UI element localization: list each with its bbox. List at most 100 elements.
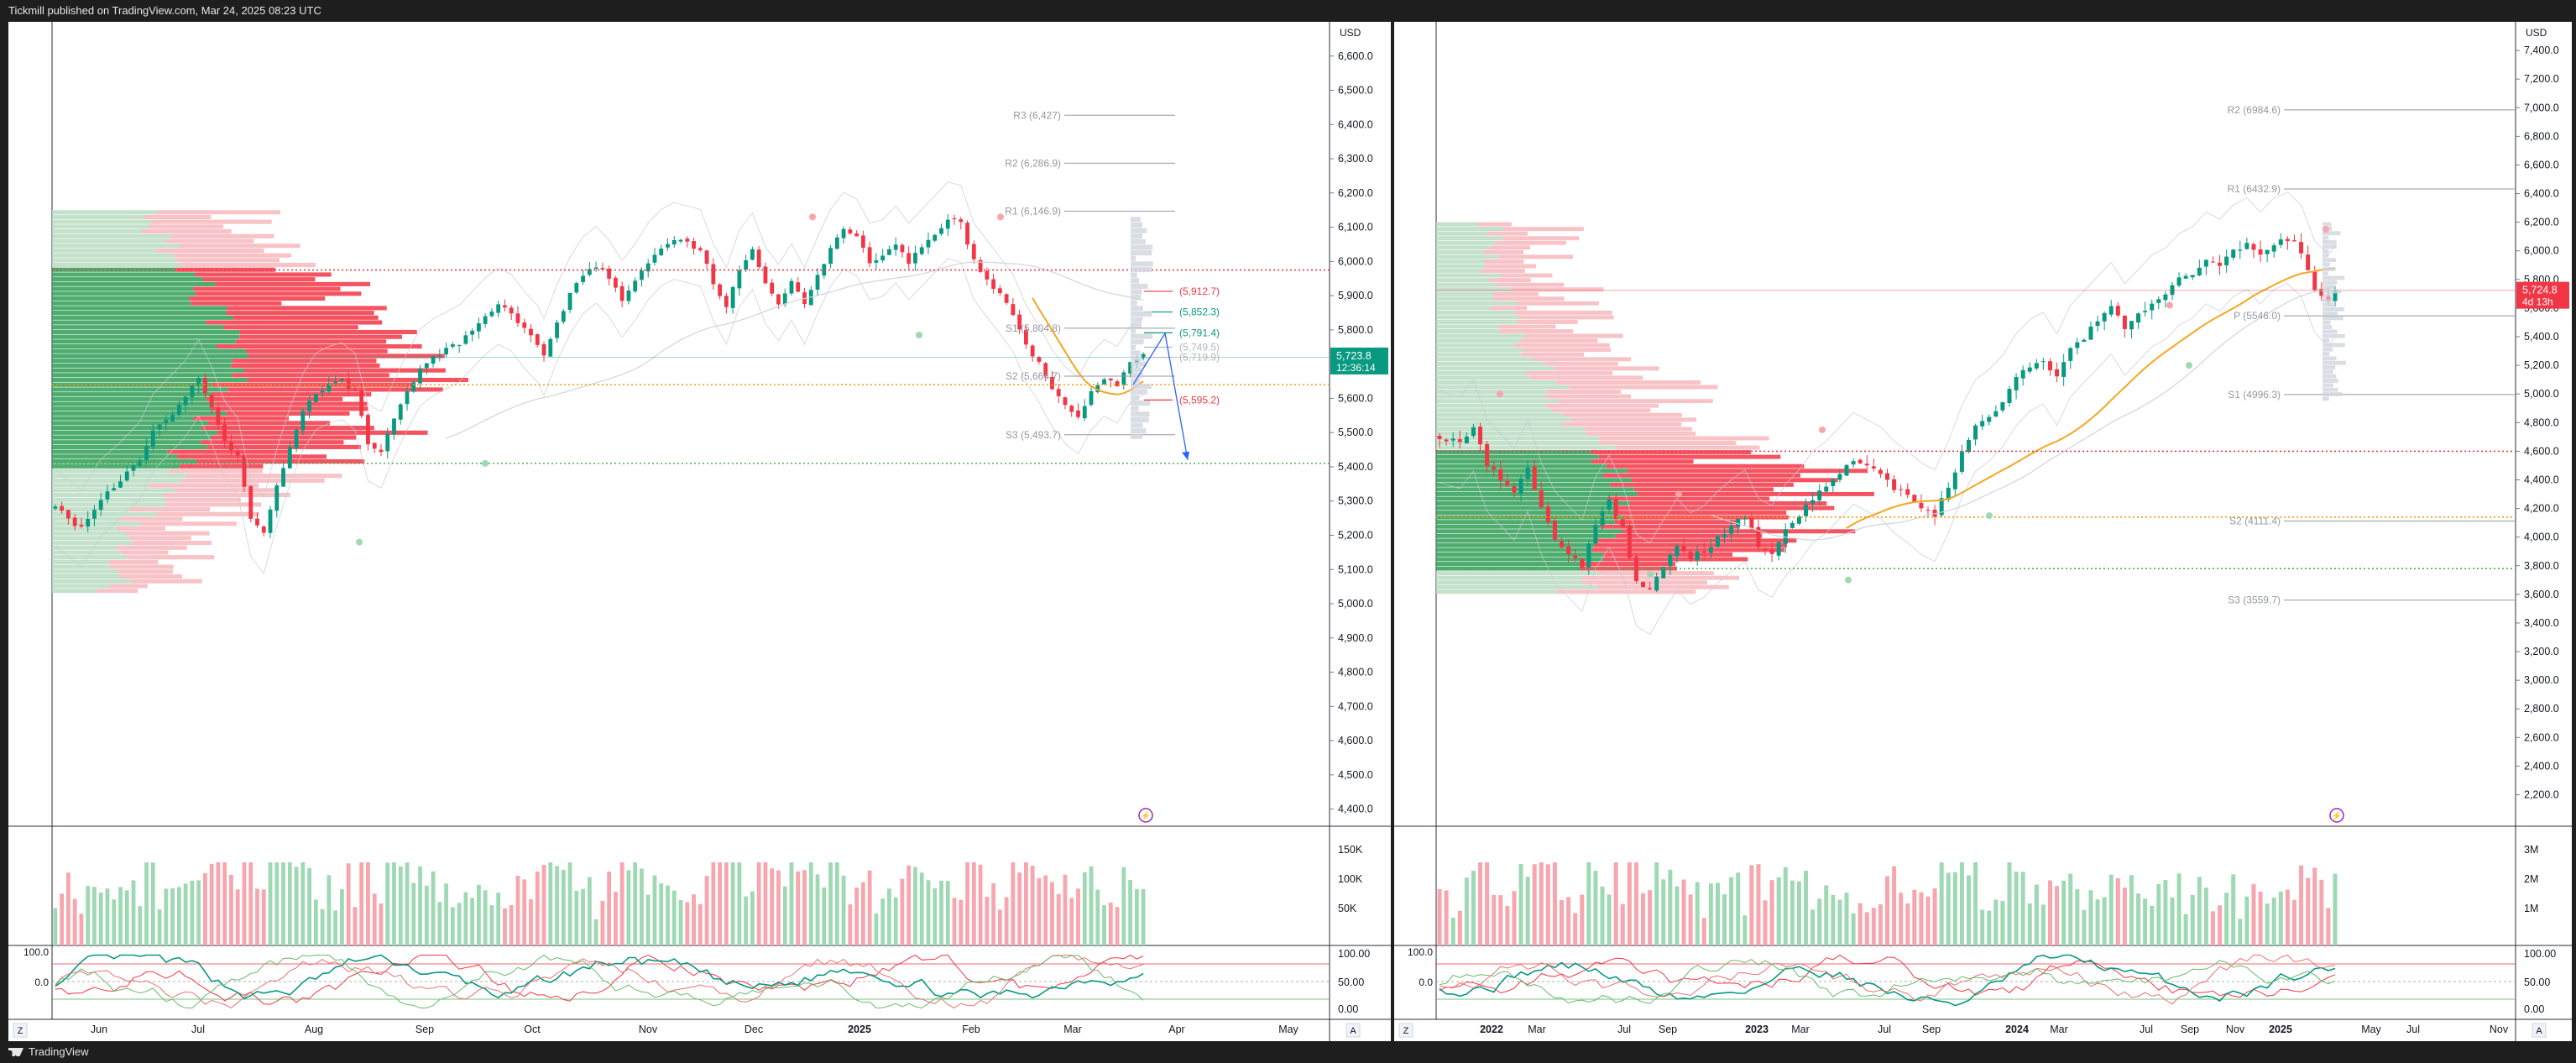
- right-chart-panel[interactable]: USD 7,400.0 7,200.0 7,000.0 6,800.0 6,600.0 6,…: [1394, 22, 2572, 1041]
- volume-bar: [150, 862, 155, 945]
- candle-body: [1525, 468, 1530, 479]
- volume-bar: [1545, 864, 1550, 945]
- session-profile-bar: [1131, 372, 1143, 378]
- y-tick-label: 6,200.0: [2524, 217, 2559, 228]
- candle-body: [1492, 466, 1497, 470]
- volume-profile-bar-sell: [227, 306, 387, 311]
- volume-bar: [1525, 877, 1530, 945]
- candle-body: [1729, 526, 1734, 534]
- volume-profile-bar-sell: [191, 301, 282, 306]
- session-profile-bar: [1131, 255, 1136, 261]
- volume-bar: [1485, 862, 1490, 945]
- volume-profile-bar-sell: [246, 348, 388, 353]
- auto-scale-button-label: A: [1350, 1026, 1356, 1036]
- volume-bar: [1121, 867, 1126, 945]
- volume-profile-bar-sell: [1598, 441, 1737, 445]
- y-tick-label: 2,200.0: [2524, 788, 2559, 800]
- level-marker-label: (5,791.4): [1179, 327, 1220, 338]
- volume-bar: [1878, 904, 1883, 945]
- candle-body: [2000, 402, 2005, 411]
- candle-body: [659, 249, 664, 256]
- candle-body: [124, 471, 129, 481]
- volume-profile-bar-buy: [1436, 329, 1500, 334]
- volume-profile-bar-buy: [52, 229, 142, 234]
- volume-bar: [782, 886, 787, 945]
- volume-profile-bar-sell: [1502, 227, 1584, 232]
- candle-body: [496, 304, 501, 313]
- volume-bar: [463, 892, 468, 945]
- volume-bar: [255, 888, 259, 945]
- volume-profile-bar-sell: [120, 550, 169, 555]
- candle-body: [1912, 495, 1917, 502]
- volume-profile-bar-sell: [226, 311, 374, 316]
- y-tick-label: 5,900.0: [1338, 290, 1373, 301]
- candle-body: [2143, 311, 2148, 312]
- volume-profile-bar-buy: [1436, 310, 1515, 315]
- session-profile-bar: [1131, 300, 1137, 306]
- volume-bar: [971, 862, 976, 945]
- volume-bar: [1004, 897, 1009, 945]
- candle-body: [789, 280, 794, 294]
- x-tick-label: Nov: [639, 1024, 658, 1035]
- volume-bar: [1633, 862, 1638, 945]
- candle-body: [1552, 521, 1557, 540]
- volume-bar: [2312, 867, 2317, 945]
- candle-body: [1796, 516, 1801, 524]
- volume-profile-bar-sell: [1491, 306, 1528, 311]
- last-price-countdown: 4d 13h: [2522, 296, 2553, 308]
- x-tick-label: May: [1278, 1024, 1298, 1035]
- candle-body: [1844, 464, 1849, 476]
- session-profile-bar: [1131, 333, 1153, 339]
- candle-body: [1736, 518, 1741, 527]
- volume-profile-bar-buy: [52, 334, 240, 339]
- volume-bar: [744, 896, 749, 945]
- volume-profile-bar-buy: [1436, 375, 1531, 380]
- volume-profile-bar-buy: [52, 339, 236, 344]
- x-tick-label: Feb: [962, 1024, 980, 1035]
- x-tick-label: Mar: [2050, 1024, 2068, 1035]
- volume-profile-bar-buy: [52, 401, 215, 406]
- x-tick-label: Jul: [2140, 1024, 2153, 1035]
- candle-body: [1681, 545, 1686, 552]
- candle-body: [796, 282, 801, 292]
- candle-body: [933, 234, 938, 241]
- candle-body: [2183, 275, 2188, 279]
- tradingview-logo[interactable]: TradingView: [8, 1041, 89, 1063]
- candle-body: [1919, 502, 1924, 509]
- volume-bar: [985, 897, 990, 945]
- y-tick-label: 4,600.0: [2524, 445, 2559, 457]
- volume-bar: [645, 894, 651, 945]
- volume-bar: [1939, 862, 1944, 945]
- volume-bar: [2156, 884, 2161, 945]
- candle-body: [2034, 363, 2039, 369]
- candle-body: [645, 263, 651, 272]
- volume-bar: [503, 908, 507, 945]
- volume-bar: [913, 867, 917, 945]
- session-profile-bar: [2323, 338, 2330, 343]
- candle-body: [744, 260, 749, 270]
- y-tick-label: 4,400.0: [2524, 474, 2559, 485]
- volume-bar: [671, 890, 677, 945]
- volume-bar: [1932, 888, 1937, 945]
- candle-body: [503, 305, 507, 308]
- volume-profile-bar-sell: [1530, 375, 1643, 380]
- volume-profile-bar-buy: [1436, 436, 1600, 441]
- volume-bar: [1444, 890, 1449, 945]
- volume-profile-bar-sell: [149, 224, 223, 229]
- volume-profile-bar-sell: [150, 219, 272, 224]
- left-chart-panel[interactable]: USD 6,600.0 6,500.0 6,400.0 6,300.0 6,200.0 6,…: [8, 22, 1391, 1041]
- volume-profile-bar-sell: [148, 483, 259, 488]
- volume-bar: [385, 862, 390, 945]
- pivot-level-label: S2 (4111.4): [2229, 516, 2281, 527]
- candle-body: [2007, 389, 2012, 404]
- session-profile-bar: [1131, 283, 1148, 289]
- candle-body: [1030, 345, 1035, 357]
- y-tick-label: 6,400.0: [2524, 188, 2559, 200]
- volume-bar: [72, 898, 77, 945]
- volume-bar: [1817, 898, 1822, 945]
- candle-body: [1939, 498, 1944, 516]
- session-profile-bar: [2323, 383, 2333, 388]
- volume-bar: [60, 893, 65, 945]
- volume-bar: [926, 880, 931, 945]
- volume-profile-bar-buy: [1436, 370, 1526, 375]
